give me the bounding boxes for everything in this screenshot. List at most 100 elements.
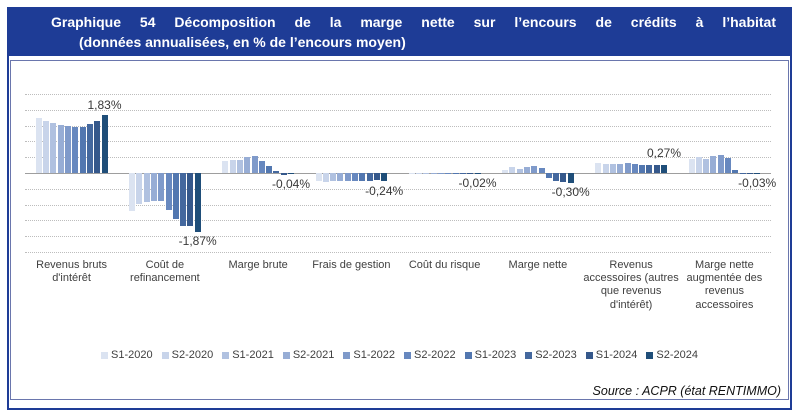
gridline: [25, 252, 771, 253]
legend-item: S2-2024: [646, 349, 698, 361]
bar: [143, 173, 150, 203]
bar: [194, 173, 201, 233]
bar: [617, 163, 624, 173]
legend-item: S1-2020: [101, 349, 153, 361]
bar: [653, 165, 660, 173]
category-label: Marge brute: [228, 259, 288, 271]
legend-label: S2-2021: [292, 349, 335, 361]
bar: [273, 170, 280, 173]
gridline: [25, 94, 771, 95]
bar: [315, 173, 322, 182]
bar: [251, 156, 258, 173]
chart-title-line2: (données annualisées, en % de l’encours …: [79, 34, 406, 50]
bar: [624, 163, 631, 173]
bar: [258, 161, 265, 173]
bar: [43, 120, 50, 173]
bar: [509, 167, 516, 173]
value-label: -0,02%: [458, 176, 497, 191]
value-label: -0,03%: [738, 175, 777, 190]
category-label: Marge nette augmentée des revenus access…: [686, 259, 763, 311]
bar: [631, 164, 638, 173]
legend-label: S1-2021: [232, 349, 274, 361]
category-label: Coût du risque: [408, 259, 481, 271]
bar: [180, 173, 187, 226]
bar: [288, 173, 294, 175]
bar: [416, 173, 423, 175]
bar: [695, 157, 702, 173]
legend-swatch-icon: [161, 351, 169, 359]
value-label: 1,83%: [87, 98, 122, 113]
value-label: 0,27%: [646, 145, 682, 160]
bar: [746, 173, 753, 174]
title-banner: Graphique 54 Décomposition de la marge n…: [9, 9, 790, 56]
bar: [445, 173, 452, 174]
bar: [545, 173, 552, 178]
legend-swatch-icon: [525, 351, 533, 359]
legend-swatch-icon: [404, 351, 411, 359]
value-label: -0,24%: [365, 183, 404, 198]
bar: [280, 173, 287, 175]
bar: [72, 126, 79, 173]
bar: [602, 164, 609, 173]
bar: [373, 173, 380, 181]
bar: [344, 173, 351, 181]
bar: [57, 125, 64, 173]
gridline: [25, 204, 771, 206]
gridline: [25, 188, 771, 190]
bar: [50, 123, 57, 173]
zero-axis-line: [25, 173, 771, 174]
bar: [438, 173, 444, 174]
gridline: [25, 141, 771, 143]
legend-swatch-icon: [101, 351, 109, 359]
legend-item: S1-2022: [343, 349, 395, 361]
bar: [474, 173, 481, 174]
bar: [609, 163, 616, 173]
legend-item: S2-2021: [282, 349, 335, 361]
gridline: [25, 220, 771, 222]
value-label: -0,04%: [271, 176, 311, 191]
bar: [359, 173, 366, 181]
legend-item: S2-2022: [404, 349, 456, 361]
bar: [502, 169, 508, 173]
gridline: [25, 109, 771, 111]
bar: [538, 167, 545, 173]
bar: [423, 173, 430, 174]
bar: [244, 157, 251, 173]
bar: [129, 173, 135, 211]
bar: [703, 158, 710, 173]
gridline: [25, 236, 771, 238]
bar: [366, 173, 373, 181]
bar: [352, 173, 358, 181]
bar: [330, 173, 337, 182]
chart-box: S1-2020 S2-2020 S1-2021 S2-2021 S1-2022 S2-20…: [10, 60, 789, 400]
legend-swatch-icon: [646, 351, 654, 359]
legend: S1-2020 S2-2020 S1-2021 S2-2021 S1-2022 S2-20…: [11, 349, 788, 361]
bar: [452, 173, 459, 174]
chart-title-line1: Graphique 54 Décomposition de la marge n…: [51, 14, 776, 30]
bar: [165, 173, 172, 210]
bar: [266, 166, 273, 173]
bar: [717, 155, 724, 173]
bar: [531, 166, 538, 173]
bar: [381, 173, 388, 181]
bar: [187, 173, 194, 227]
bar: [94, 121, 101, 173]
legend-item: S2-2020: [161, 349, 214, 361]
bar: [65, 126, 71, 173]
bar: [337, 173, 344, 182]
bar: [560, 173, 567, 182]
bar: [567, 173, 574, 183]
category-label: Marge nette: [508, 259, 568, 271]
gridline: [25, 125, 771, 127]
legend-label: S2-2020: [171, 349, 214, 361]
category-label: Revenus bruts d'intérêt: [36, 259, 108, 285]
bar: [430, 173, 437, 174]
category-label: Frais de gestion: [312, 259, 391, 271]
legend-label: S1-2023: [474, 349, 517, 361]
legend-label: S1-2020: [111, 349, 153, 361]
bar: [229, 159, 236, 173]
bar: [408, 173, 415, 174]
legend-label: S2-2022: [414, 349, 456, 361]
legend-item: S1-2024: [585, 349, 637, 361]
category-label: Revenus accessoires (autres que revenus …: [583, 259, 679, 311]
